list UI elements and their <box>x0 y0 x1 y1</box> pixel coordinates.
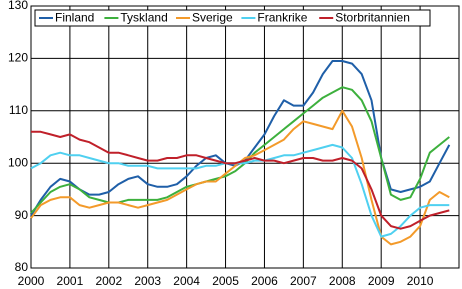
x-tick-label: 2006 <box>251 274 278 288</box>
x-tick-label: 2009 <box>368 274 395 288</box>
y-tick-label: 110 <box>9 103 28 117</box>
x-tick-label: 2004 <box>173 274 200 288</box>
y-tick-label: 100 <box>8 155 28 169</box>
x-tick-label: 2002 <box>95 274 122 288</box>
y-tick-label: 130 <box>8 0 28 12</box>
legend-label: Tyskland <box>120 11 167 25</box>
plot-border <box>30 5 460 269</box>
x-tick-label: 2000 <box>18 274 45 288</box>
y-tick-label: 120 <box>8 51 28 65</box>
legend-label: Sverige <box>192 11 233 25</box>
plot-area <box>31 6 459 268</box>
x-tick-label: 2001 <box>57 274 84 288</box>
series-line <box>30 86 450 214</box>
x-tick-label: 2010 <box>407 274 434 288</box>
x-tick-label: 2007 <box>290 274 317 288</box>
y-tick-label: 90 <box>15 208 29 222</box>
x-tick-label: 2003 <box>134 274 161 288</box>
x-tick-label: 2008 <box>329 274 356 288</box>
legend-box <box>34 9 431 27</box>
y-tick-label: 80 <box>15 260 29 274</box>
legend-label: Frankrike <box>257 11 307 25</box>
legend-label: Storbritannien <box>335 11 410 25</box>
legend-label: Finland <box>55 11 94 25</box>
x-tick-label: 2005 <box>212 274 239 288</box>
series-line <box>31 130 450 230</box>
series-line <box>30 143 450 238</box>
